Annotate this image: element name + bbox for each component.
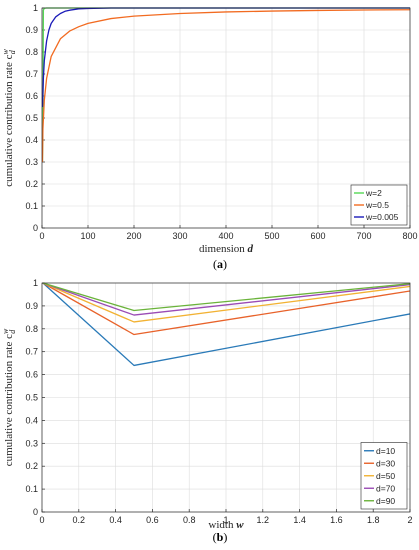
x-tick-label: 700 <box>356 231 371 241</box>
x-axis-variable: w <box>236 519 244 531</box>
y-tick-label: 0.6 <box>25 370 38 380</box>
y-tick-label: 0.3 <box>25 157 38 167</box>
x-tick-label: 800 <box>402 231 417 241</box>
x-tick-label: 500 <box>264 231 279 241</box>
series-line-d-90 <box>42 282 410 312</box>
y-axis-label: cumulative contribution rate cwd <box>1 328 17 466</box>
x-axis-label: width w <box>208 519 244 531</box>
legend-entry: d=50 <box>376 471 395 481</box>
legend-entry: w=0.005 <box>365 212 399 222</box>
x-tick-label: 1.2 <box>257 515 270 525</box>
y-tick-label: 0 <box>33 507 38 517</box>
y-tick-label: 0.6 <box>25 91 38 101</box>
y-tick-label: 0.8 <box>25 324 38 334</box>
legend-entry: d=10 <box>376 446 395 456</box>
x-tick-label: 600 <box>310 231 325 241</box>
y-tick-label: 0.9 <box>25 301 38 311</box>
y-tick-label: 0.7 <box>25 347 38 357</box>
x-tick-label: 2 <box>407 515 412 525</box>
series-line-d-10 <box>42 282 410 367</box>
y-tick-label: 0.1 <box>25 201 38 211</box>
x-tick-label: 300 <box>172 231 187 241</box>
legend-entry: d=70 <box>376 483 395 493</box>
y-tick-label: 0.7 <box>25 69 38 79</box>
legend-entry: d=30 <box>376 458 395 468</box>
legend: w=2 w=0.5 w=0.005 <box>350 184 408 226</box>
y-tick-label: 0.9 <box>25 25 38 35</box>
y-axis-label-superscript: w <box>1 328 10 334</box>
x-axis-variable: d <box>248 243 254 255</box>
panel-caption: (a) <box>213 257 227 271</box>
x-tick-label: 400 <box>218 231 233 241</box>
y-tick-label: 0.2 <box>25 179 38 189</box>
y-tick-label: 0.2 <box>25 461 38 471</box>
y-axis-label-subscript: d <box>8 49 17 54</box>
y-axis-label-superscript: w <box>1 49 10 55</box>
x-tick-label: 100 <box>80 231 95 241</box>
y-tick-label: 0.4 <box>25 135 38 145</box>
plot-frame <box>41 282 411 513</box>
chart-b: 0 0.2 0.4 0.6 0.8 1 1.2 1.4 1.6 1.8 2 0 0.1 0.2 0.3 0.4… <box>1 278 413 544</box>
y-tick-label: 0 <box>33 223 38 233</box>
x-tick-label: 1.6 <box>330 515 343 525</box>
y-axis-label-subscript: d <box>8 329 17 334</box>
plot-frame <box>41 7 411 229</box>
series-line-d-70 <box>42 282 410 316</box>
y-axis-label: cumulative contribution rate cwd <box>1 49 17 187</box>
x-tick-label: 200 <box>126 231 141 241</box>
legend-entry: w=0.5 <box>365 200 389 210</box>
x-tick-label: 1.8 <box>367 515 380 525</box>
x-tick-label: 1.4 <box>293 515 306 525</box>
chart-a: 0 100 200 300 400 500 600 700 800 0 0.1 0.2 0.3 0.4 0.… <box>1 3 418 271</box>
y-tick-label: 0.5 <box>25 113 38 123</box>
x-tick-label: 0.6 <box>146 515 159 525</box>
y-tick-label: 0.8 <box>25 47 38 57</box>
legend-entry: w=2 <box>365 188 382 198</box>
x-tick-label: 0.4 <box>109 515 122 525</box>
y-tick-label: 0.1 <box>25 484 38 494</box>
y-tick-label: 0.3 <box>25 438 38 448</box>
legend-entry: d=90 <box>376 496 395 506</box>
y-tick-label: 0.4 <box>25 415 38 425</box>
x-axis-label: dimension d <box>199 243 254 255</box>
legend: d=10 d=30 d=50 d=70 d=90 <box>360 442 408 510</box>
series-group <box>42 282 410 367</box>
y-tick-label: 1 <box>33 3 38 13</box>
panel-caption: (b) <box>213 530 228 544</box>
x-tick-label: 0 <box>39 231 44 241</box>
series-line-w-0-5 <box>42 9 410 163</box>
x-tick-label: 0.8 <box>183 515 196 525</box>
y-tick-label: 0.5 <box>25 393 38 403</box>
x-tick-label: 1 <box>223 515 228 525</box>
series-line-d-50 <box>42 282 410 323</box>
series-line-d-30 <box>42 282 410 336</box>
y-tick-label: 1 <box>33 278 38 288</box>
series-line-w-0-005 <box>42 7 410 108</box>
x-tick-label: 0.2 <box>73 515 86 525</box>
x-tick-label: 0 <box>39 515 44 525</box>
